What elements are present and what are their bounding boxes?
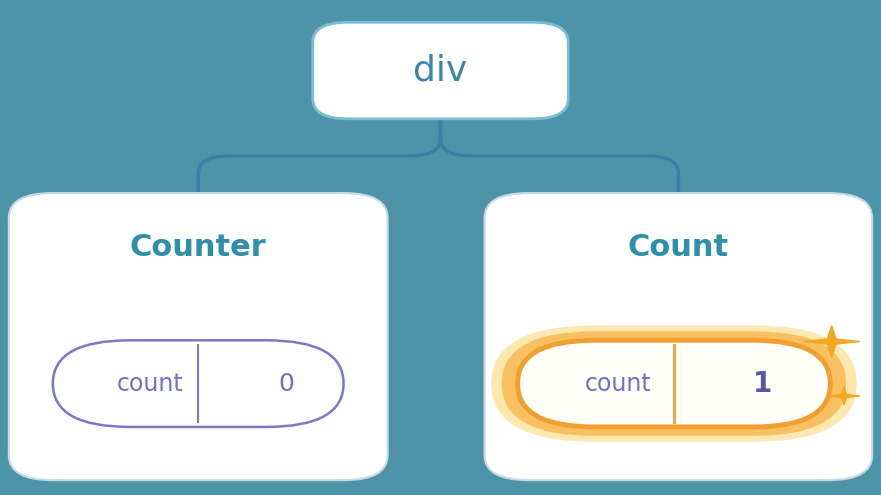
FancyBboxPatch shape — [502, 332, 846, 436]
FancyBboxPatch shape — [9, 193, 388, 480]
Text: Count: Count — [628, 233, 729, 262]
Text: 0: 0 — [278, 372, 294, 396]
Polygon shape — [803, 326, 860, 357]
Polygon shape — [828, 387, 860, 405]
FancyBboxPatch shape — [492, 326, 856, 442]
FancyBboxPatch shape — [53, 341, 344, 427]
Text: div: div — [413, 53, 468, 88]
FancyBboxPatch shape — [517, 341, 830, 427]
FancyBboxPatch shape — [313, 22, 568, 119]
FancyBboxPatch shape — [485, 193, 872, 480]
Text: 1: 1 — [752, 370, 772, 397]
Text: count: count — [116, 372, 183, 396]
Text: Counter: Counter — [130, 233, 267, 262]
Text: count: count — [585, 372, 652, 396]
